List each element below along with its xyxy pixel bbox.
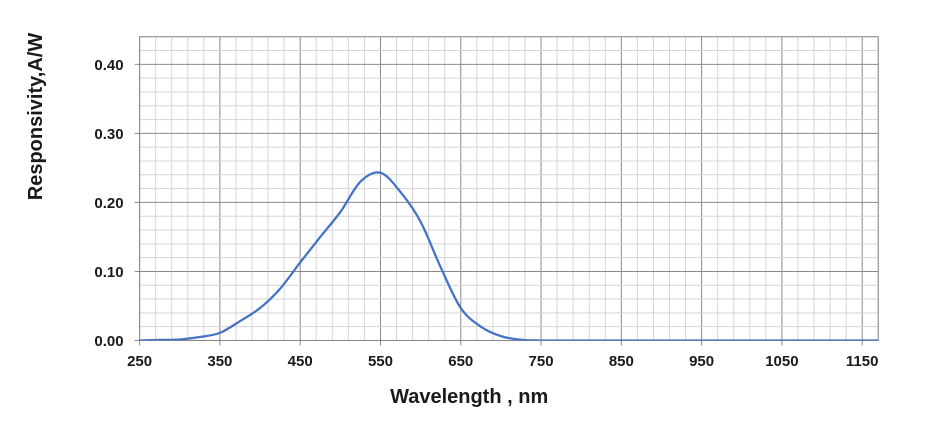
svg-text:250: 250 [127, 353, 152, 370]
svg-text:950: 950 [689, 353, 714, 370]
svg-text:Responsivity,A/W: Responsivity,A/W [25, 33, 47, 201]
svg-text:350: 350 [207, 353, 232, 370]
svg-text:0.30: 0.30 [94, 126, 123, 143]
svg-text:0.20: 0.20 [94, 195, 123, 212]
svg-text:0.10: 0.10 [94, 264, 123, 281]
svg-text:850: 850 [609, 353, 634, 370]
svg-text:550: 550 [368, 353, 393, 370]
svg-text:750: 750 [529, 353, 554, 370]
svg-text:650: 650 [448, 353, 473, 370]
svg-text:0.00: 0.00 [94, 333, 123, 350]
svg-text:1050: 1050 [765, 353, 798, 370]
svg-text:450: 450 [288, 353, 313, 370]
svg-text:1150: 1150 [846, 353, 879, 370]
svg-text:0.40: 0.40 [94, 57, 123, 74]
svg-text:Wavelength , nm: Wavelength , nm [390, 386, 548, 408]
